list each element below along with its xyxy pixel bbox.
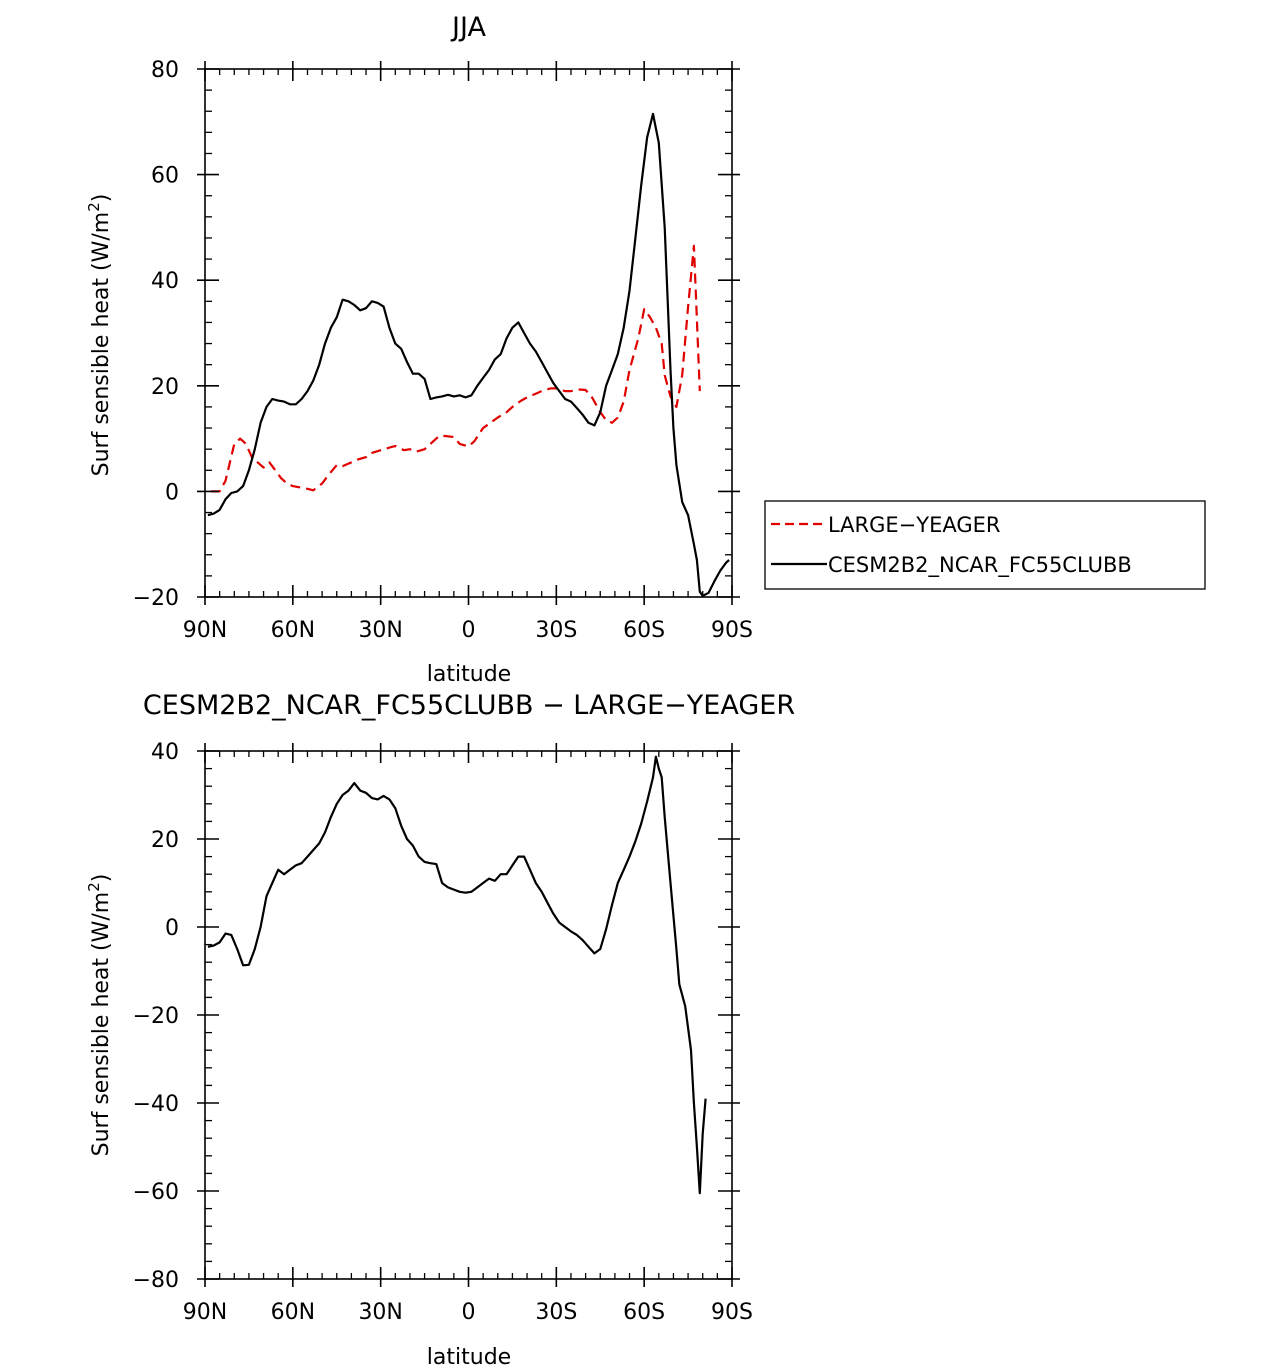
bottom-y-axis-label-main: Surf sensible heat (W/m <box>89 892 114 1157</box>
bottom-x-tick-label: 60S <box>623 1300 665 1325</box>
bottom-x-axis-label: latitude <box>427 1345 511 1369</box>
bottom-x-tick-label: 30N <box>358 1300 402 1325</box>
top-x-tick-label: 30N <box>358 618 402 643</box>
top-x-tick-label: 60N <box>271 618 315 643</box>
top-y-tick-label: 20 <box>151 375 179 400</box>
legend: LARGE−YEAGER CESM2B2_NCAR_FC55CLUBB <box>764 500 1206 590</box>
bottom-y-axis-label-sup: 2 <box>85 882 103 892</box>
bottom-x-tick-label: 60N <box>271 1300 315 1325</box>
top-panel-title: JJA <box>450 12 486 43</box>
top-panel: JJA 90N 60N 30N 0 30S 60S 90S −20 0 20 40 60 80 lati… <box>85 12 1206 687</box>
top-y-axis-label: Surf sensible heat (W/m2) <box>85 194 114 477</box>
bottom-y-tick-label: −80 <box>133 1268 179 1293</box>
top-y-tick-label: −20 <box>133 586 179 611</box>
bottom-plot-area: 90N 60N 30N 0 30S 60S 90S −80 −60 −40 −20 0 20 40 <box>133 740 753 1325</box>
top-x-tick-label: 30S <box>535 618 577 643</box>
top-plot-area: 90N 60N 30N 0 30S 60S 90S −20 0 20 40 60 80 <box>133 58 753 643</box>
bottom-panel-title: CESM2B2_NCAR_FC55CLUBB − LARGE−YEAGER <box>143 690 795 721</box>
top-y-tick-label: 80 <box>151 58 179 83</box>
bottom-x-tick-label: 30S <box>535 1300 577 1325</box>
legend-label-cesm2b2: CESM2B2_NCAR_FC55CLUBB <box>828 553 1132 578</box>
bottom-y-axis-label-close: ) <box>89 874 114 883</box>
bottom-y-tick-label: −60 <box>133 1180 179 1205</box>
bottom-series-line-1 <box>207 755 707 1195</box>
bottom-y-tick-label: 20 <box>151 828 179 853</box>
top-y-axis-label-close: ) <box>89 194 114 203</box>
top-y-axis-label-sup: 2 <box>85 202 103 212</box>
bottom-y-axis-label: Surf sensible heat (W/m2) <box>85 874 114 1157</box>
bottom-x-tick-label: 90S <box>711 1300 753 1325</box>
bottom-x-tick-label: 0 <box>462 1300 476 1325</box>
bottom-x-tick-label: 90N <box>183 1300 227 1325</box>
bottom-y-tick-label: −20 <box>133 1004 179 1029</box>
top-x-tick-label: 60S <box>623 618 665 643</box>
bottom-y-tick-label: −40 <box>133 1092 179 1117</box>
top-x-tick-label: 90N <box>183 618 227 643</box>
bottom-y-tick-label: 40 <box>151 740 179 765</box>
top-series-line-large-yeager <box>210 244 701 493</box>
top-y-axis-label-main: Surf sensible heat (W/m <box>89 212 114 477</box>
top-y-tick-label: 40 <box>151 269 179 294</box>
top-y-tick-label: 60 <box>151 164 179 189</box>
bottom-y-tick-label: 0 <box>165 916 179 941</box>
top-y-tick-label: 0 <box>165 480 179 505</box>
top-plot-frame <box>204 68 733 598</box>
legend-label-large-yeager: LARGE−YEAGER <box>828 513 1001 537</box>
top-x-tick-label: 90S <box>711 618 753 643</box>
bottom-panel: CESM2B2_NCAR_FC55CLUBB − LARGE−YEAGER 90… <box>85 690 795 1369</box>
top-x-axis-label: latitude <box>427 662 511 687</box>
legend-box <box>764 500 1206 590</box>
top-series-line-cesm2b2-ncar-fc55clubb <box>207 112 730 598</box>
bottom-plot-frame <box>204 750 733 1280</box>
top-x-tick-label: 0 <box>462 618 476 643</box>
